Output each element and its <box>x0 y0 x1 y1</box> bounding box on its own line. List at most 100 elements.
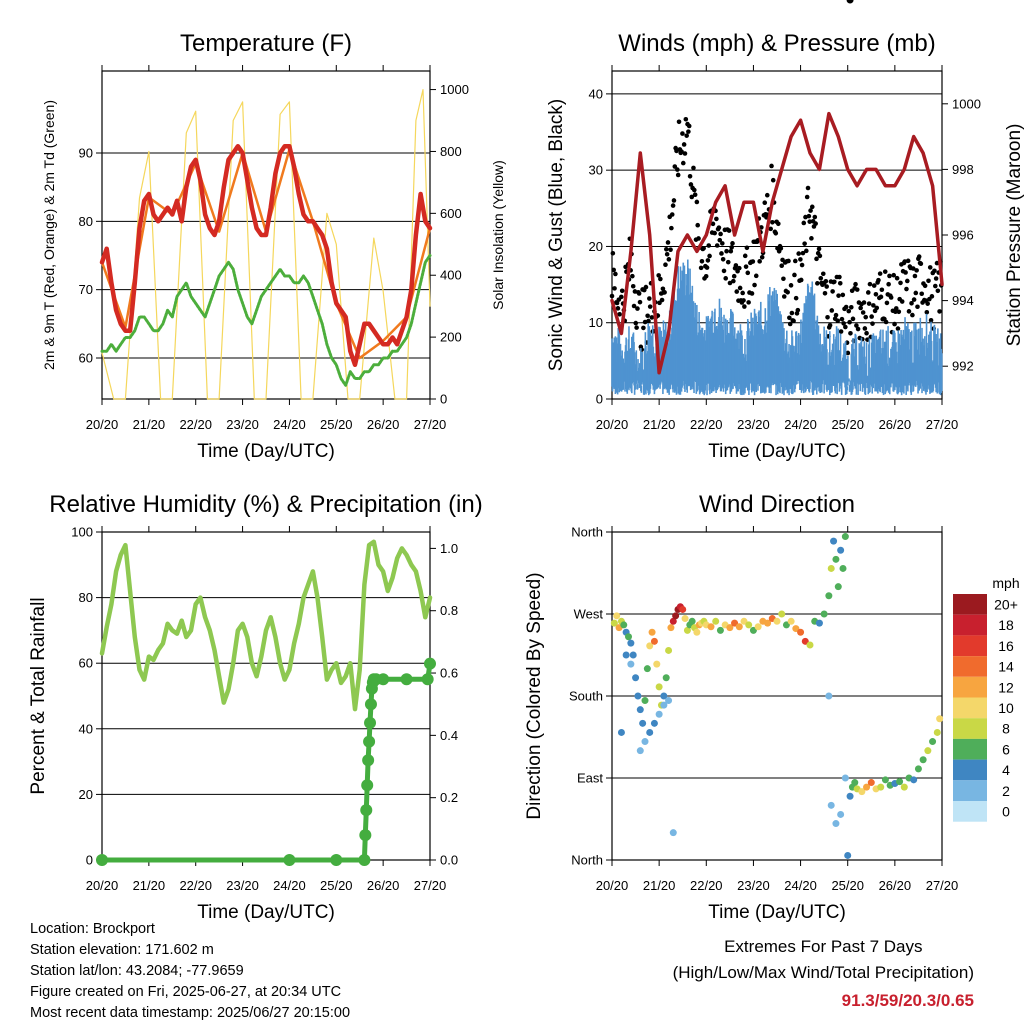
legend-swatch <box>953 738 987 760</box>
gust-point <box>611 267 616 273</box>
y2-tick-label: 0 <box>440 392 447 407</box>
gust-point <box>787 315 792 321</box>
legend-label: 6 <box>1002 741 1010 757</box>
plot-border <box>611 70 943 400</box>
gust-point <box>802 241 807 246</box>
x-tick-label: 20/20 <box>596 417 629 432</box>
gust-point <box>785 290 790 295</box>
legend-swatch <box>953 718 987 739</box>
direction-point <box>636 706 644 714</box>
gust-point <box>617 311 622 317</box>
gust-point <box>839 316 845 322</box>
gust-point <box>792 258 798 264</box>
gust-point <box>741 298 746 303</box>
latlon-text: Station lat/lon: 43.2084; -77.9659 <box>30 963 244 979</box>
gust-point <box>823 278 829 284</box>
gust-point <box>688 182 694 187</box>
gust-point <box>795 307 801 313</box>
gust-point <box>799 262 805 268</box>
y2-tick-label: 996 <box>952 228 974 243</box>
gust-point <box>665 240 671 245</box>
x-tick-label: 27/20 <box>414 878 447 893</box>
legend-label: 12 <box>998 679 1014 695</box>
gust-point <box>805 185 811 191</box>
legend-label: 18 <box>998 617 1014 633</box>
rainfall-point <box>421 673 434 686</box>
gust-point <box>905 258 911 264</box>
direction-point <box>653 660 661 668</box>
gust-point <box>778 246 784 251</box>
gust-point <box>752 282 757 288</box>
gust-point <box>719 251 724 256</box>
direction-point <box>900 783 908 791</box>
direction-point <box>627 660 635 668</box>
direction-point <box>629 651 637 659</box>
direction-point <box>646 642 654 650</box>
gust-point <box>684 133 689 138</box>
direction-point <box>863 783 871 791</box>
gust-point <box>818 275 824 281</box>
direction-point <box>919 756 927 764</box>
x-tick-label: 24/20 <box>784 417 817 432</box>
gust-point <box>843 324 848 330</box>
gust-point <box>669 225 674 231</box>
gust-point <box>864 330 869 336</box>
gust-point <box>837 274 842 280</box>
direction-point <box>896 778 904 786</box>
gust-point <box>686 129 691 134</box>
gust-point <box>835 318 841 324</box>
x-tick-label: 26/20 <box>367 417 400 432</box>
gust-point <box>887 273 892 279</box>
y-tick-label: East <box>577 771 603 786</box>
rainfall-point <box>424 657 436 670</box>
x-tick-label: 25/20 <box>320 417 353 432</box>
gust-point <box>904 286 909 292</box>
gust-point <box>796 251 801 256</box>
y2-tick-label: 200 <box>440 330 462 345</box>
direction-point <box>881 776 889 784</box>
gust-point <box>717 237 723 243</box>
direction-point <box>669 617 677 625</box>
gust-point <box>926 278 931 284</box>
gust-point <box>630 273 635 279</box>
gust-point <box>806 213 812 219</box>
gust-point <box>894 275 900 281</box>
gust-point <box>854 287 860 292</box>
direction-point <box>839 564 847 572</box>
y2-tick-label: 0.6 <box>440 666 458 681</box>
legend-swatch <box>953 656 987 677</box>
direction-point <box>662 674 670 682</box>
rainfall-point <box>358 854 371 866</box>
y-tick-label: South <box>569 689 603 704</box>
gust-point <box>928 318 934 323</box>
gust-point <box>664 246 669 252</box>
y-tick-label: 40 <box>589 86 603 101</box>
gust-point <box>912 273 918 279</box>
gust-point <box>884 300 890 306</box>
gust-point <box>830 289 835 294</box>
wind-direction-panel: North East South West North 20/20 21/20 22/20 23… <box>524 0 958 923</box>
gust-point <box>825 314 830 320</box>
gust-point <box>860 310 866 315</box>
x-tick-label: 27/20 <box>926 878 959 893</box>
direction-point <box>617 728 625 736</box>
gust-point <box>671 198 677 203</box>
legend-label: 16 <box>998 638 1014 654</box>
gust-point <box>801 220 807 226</box>
gust-point <box>647 296 652 301</box>
gust-point <box>726 228 732 233</box>
direction-point <box>933 728 941 736</box>
gust-point <box>798 277 804 283</box>
direction-point <box>846 792 854 800</box>
y2-tick-label: 0.4 <box>440 728 458 743</box>
direction-point <box>672 612 680 620</box>
direction-point <box>648 628 656 636</box>
gust-point <box>610 250 616 256</box>
x-tick-label: 25/20 <box>831 878 864 893</box>
x-tick-label: 26/20 <box>879 417 912 432</box>
direction-point <box>846 0 854 4</box>
rainfall-point <box>283 854 296 866</box>
direction-point <box>613 612 621 620</box>
x-tick-label: 25/20 <box>320 878 353 893</box>
legend-swatch <box>953 697 987 719</box>
